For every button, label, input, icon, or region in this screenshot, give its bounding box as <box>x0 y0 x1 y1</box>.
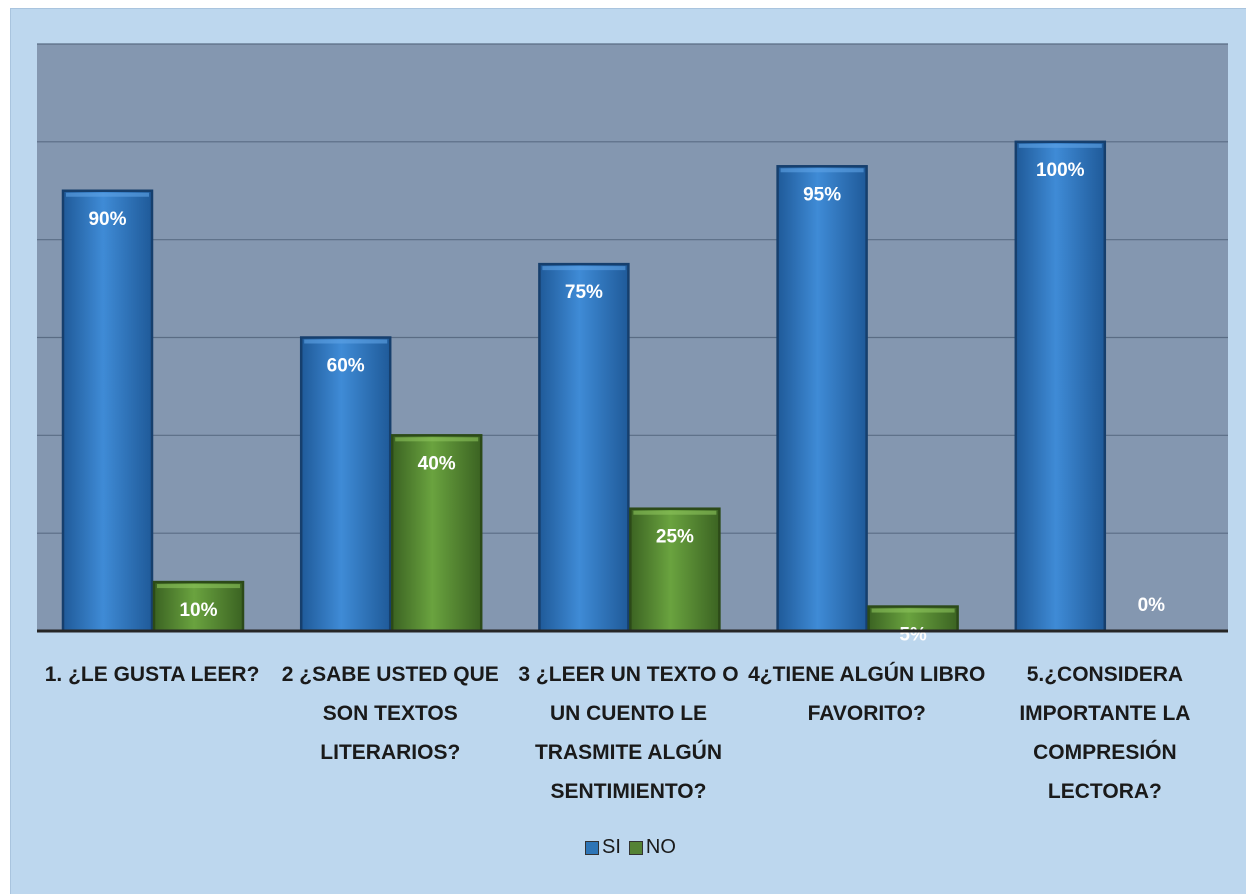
category-label: 5.¿CONSIDERA <box>1027 663 1183 686</box>
bar-si-3 <box>538 262 630 633</box>
category-label: COMPRESIÓN <box>1033 740 1177 764</box>
bar-no-1 <box>152 580 245 633</box>
bar-no-3 <box>629 507 721 633</box>
data-label-no-2: 40% <box>418 453 456 474</box>
category-label: 4¿TIENE ALGÚN LIBRO <box>748 662 985 686</box>
category-label: LECTORA? <box>1048 780 1162 803</box>
data-label-si-1: 90% <box>88 209 126 230</box>
category-label: LITERARIOS? <box>320 741 460 764</box>
category-label: 3 ¿LEER UN TEXTO O <box>518 663 738 686</box>
bar-highlight <box>1018 143 1102 148</box>
bar-highlight <box>780 168 864 173</box>
category-label: UN CUENTO LE <box>550 702 707 725</box>
data-label-si-4: 95% <box>803 184 841 205</box>
legend-swatch-no <box>628 840 643 855</box>
bar-highlight <box>871 608 955 613</box>
legend-label-no: NO <box>645 836 676 858</box>
bar-si-1 <box>61 189 154 633</box>
legend: SI NO <box>585 836 680 859</box>
category-label: SON TEXTOS <box>323 702 458 725</box>
category-label: TRASMITE ALGÚN <box>535 740 722 764</box>
category-label: SENTIMIENTO? <box>551 780 707 803</box>
data-label-si-2: 60% <box>327 356 365 377</box>
bar-no-2 <box>390 434 483 633</box>
bar-highlight <box>157 584 240 589</box>
category-label: 2 ¿SABE USTED QUE <box>282 663 499 686</box>
data-label-no-1: 10% <box>179 600 217 621</box>
bar-highlight <box>542 266 626 271</box>
legend-swatch-si <box>585 840 599 855</box>
category-label: FAVORITO? <box>808 702 926 725</box>
bar-highlight <box>633 510 717 515</box>
bar-si-2 <box>299 336 392 633</box>
legend-item-si: SI <box>585 836 621 859</box>
bar-highlight <box>304 339 388 344</box>
data-label-no-4: 5% <box>899 625 927 646</box>
bar-highlight <box>66 192 149 197</box>
category-label: IMPORTANTE LA <box>1019 702 1190 725</box>
bar-si-5 <box>1014 140 1107 633</box>
bar-si-4 <box>776 165 868 633</box>
data-label-si-5: 100% <box>1036 160 1085 181</box>
legend-item-no: NO <box>628 836 676 859</box>
bar-highlight <box>395 437 479 442</box>
data-label-no-5: 0% <box>1138 595 1166 616</box>
data-label-si-3: 75% <box>565 282 603 303</box>
data-label-no-3: 25% <box>656 527 694 548</box>
category-label: 1. ¿LE GUSTA LEER? <box>45 663 260 686</box>
legend-label-si: SI <box>602 836 621 858</box>
